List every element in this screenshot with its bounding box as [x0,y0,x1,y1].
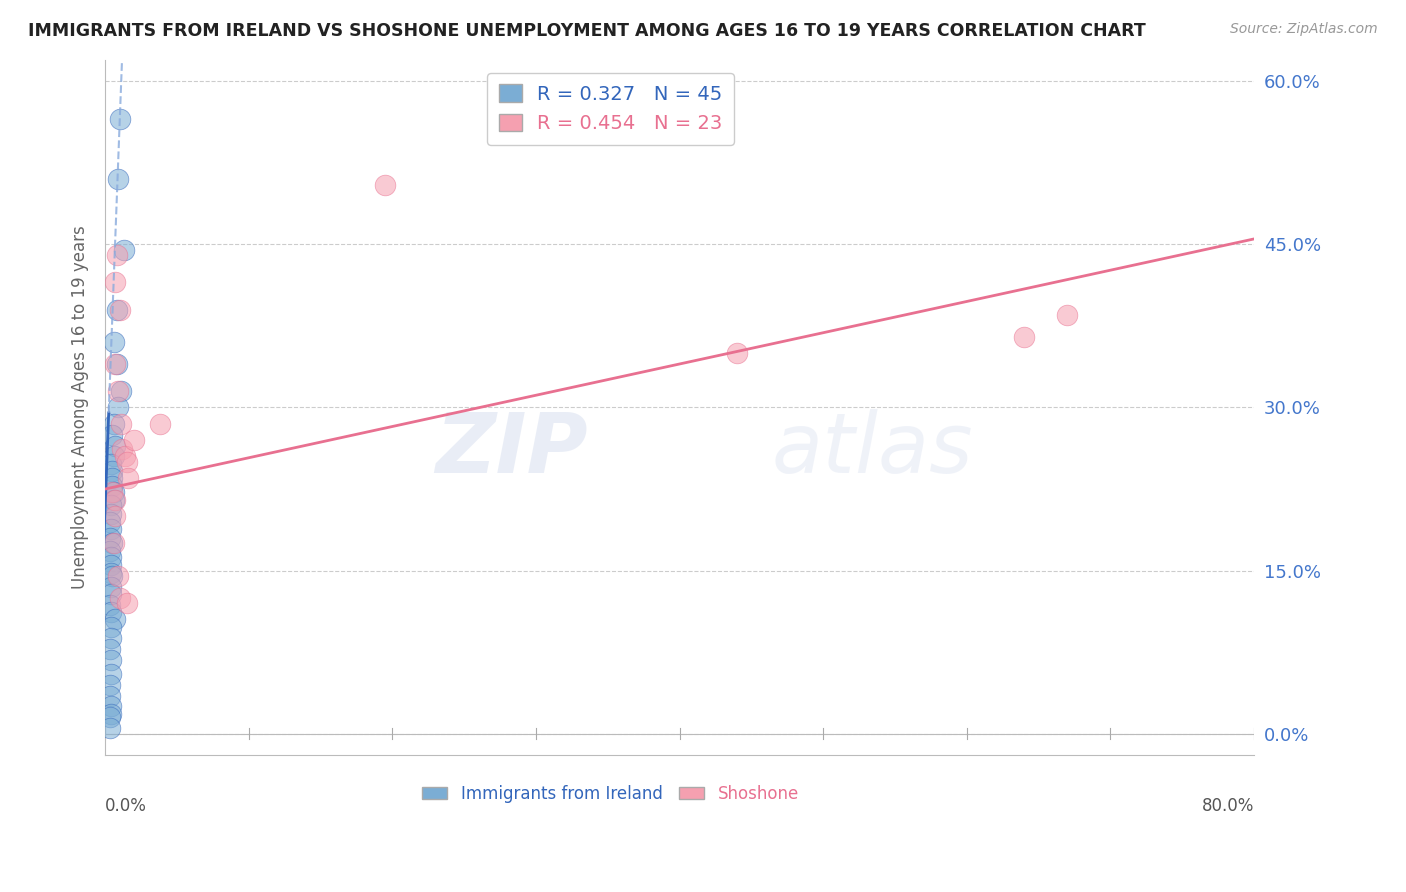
Text: 80.0%: 80.0% [1202,797,1254,815]
Point [98,721,121,735]
Point [149,417,172,431]
Point [104,612,127,626]
Point [100,498,122,512]
Point [114,450,136,464]
Legend: Immigrants from Ireland, Shoshone: Immigrants from Ireland, Shoshone [416,779,806,810]
Point [103,417,125,431]
Point [105,357,128,371]
Point [100,605,122,619]
Text: 0.0%: 0.0% [105,797,148,815]
Point [101,569,124,583]
Point [98,531,121,545]
Text: ZIP: ZIP [434,409,588,490]
Point [104,492,127,507]
Point [104,509,127,524]
Point [100,580,122,594]
Point [115,455,138,469]
Point [100,550,122,565]
Point [107,569,129,583]
Point [103,450,125,464]
Point [107,172,129,186]
Point [100,522,122,536]
Text: Source: ZipAtlas.com: Source: ZipAtlas.com [1230,22,1378,37]
Point [100,457,122,471]
Point [100,699,122,714]
Point [100,620,122,634]
Point [122,433,145,447]
Point [110,417,132,431]
Point [1012,330,1035,344]
Point [98,641,121,656]
Point [101,463,124,477]
Point [117,471,139,485]
Point [108,591,131,605]
Point [1056,308,1078,322]
Point [103,335,125,350]
Point [100,706,122,721]
Point [101,471,124,485]
Point [725,346,748,360]
Text: atlas: atlas [772,409,973,490]
Point [103,492,125,507]
Point [101,427,124,442]
Point [101,479,124,493]
Point [107,401,129,415]
Point [100,587,122,601]
Text: IMMIGRANTS FROM IRELAND VS SHOSHONE UNEMPLOYMENT AMONG AGES 16 TO 19 YEARS CORRE: IMMIGRANTS FROM IRELAND VS SHOSHONE UNEM… [28,22,1146,40]
Point [98,678,121,692]
Point [105,248,128,262]
Point [100,666,122,681]
Point [115,596,138,610]
Point [101,536,124,550]
Point [101,485,124,500]
Point [100,631,122,645]
Point [98,599,121,613]
Point [104,357,127,371]
Point [108,302,131,317]
Point [100,558,122,573]
Y-axis label: Unemployment Among Ages 16 to 19 years: Unemployment Among Ages 16 to 19 years [72,226,89,590]
Point [107,384,129,399]
Point [103,485,125,500]
Point [103,536,125,550]
Point [104,276,127,290]
Point [105,302,128,317]
Point [111,442,134,456]
Point [108,112,131,127]
Point [104,438,127,452]
Point [98,515,121,529]
Point [100,507,122,521]
Point [100,566,122,580]
Point [374,178,396,192]
Point [100,653,122,667]
Point [110,384,132,399]
Point [98,544,121,558]
Point [98,689,121,703]
Point [112,243,135,257]
Point [98,710,121,724]
